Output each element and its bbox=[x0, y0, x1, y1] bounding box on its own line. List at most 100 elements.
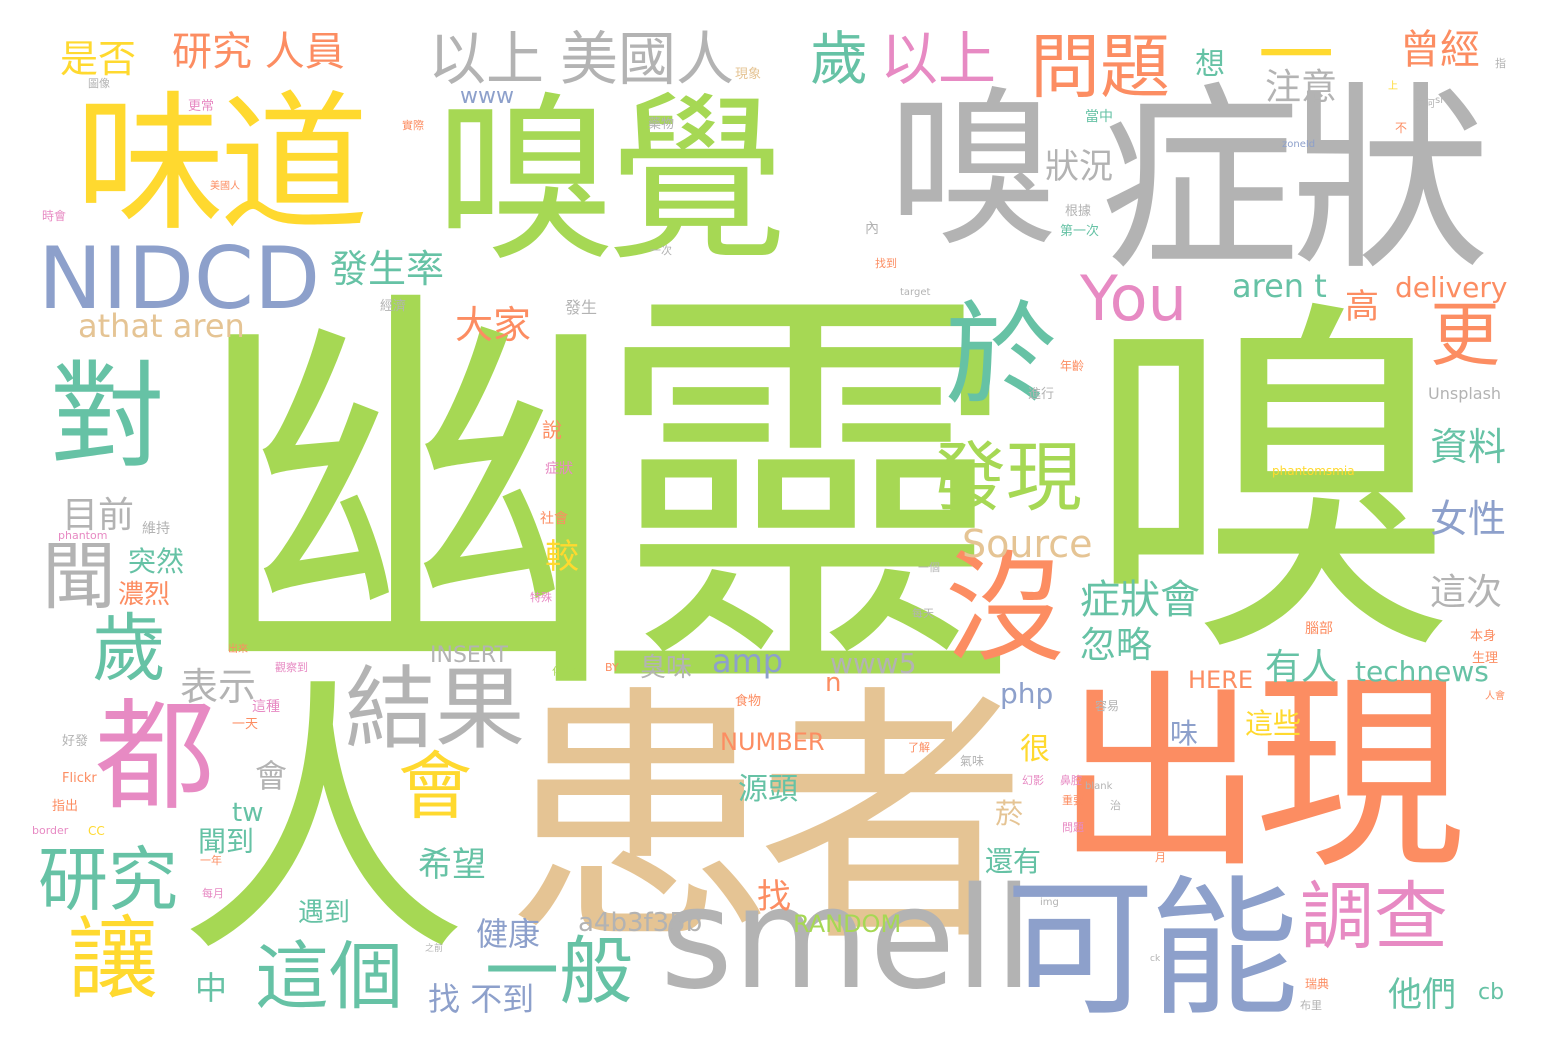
word-tiny: 時會 bbox=[42, 209, 67, 223]
word-tiny: 化學藥 bbox=[552, 667, 582, 678]
word-tiny: target bbox=[900, 287, 931, 298]
word-tiny: src bbox=[1435, 95, 1450, 106]
word-a4b3: a4b3f35b bbox=[578, 908, 703, 938]
word-ziliao: 資料 bbox=[1430, 425, 1507, 469]
word-zhaobudao: 找 不到 bbox=[428, 980, 535, 1018]
word-xiujue: 嗅覺 bbox=[435, 77, 787, 286]
word-zhuyi: 注意 bbox=[1265, 67, 1338, 108]
word-zhege: 這個 bbox=[255, 934, 403, 1020]
word-here: HERE bbox=[1188, 666, 1254, 694]
word-tiny: 內 bbox=[865, 221, 879, 237]
word-chouwei: 臭味 bbox=[640, 653, 693, 683]
word-amp: amp bbox=[712, 642, 784, 680]
word-tiny: zoneId bbox=[1282, 139, 1316, 150]
word-tiny: 找到 bbox=[875, 257, 897, 270]
word-keneng: 可能 bbox=[1005, 863, 1299, 1037]
word-yu: 於 bbox=[945, 291, 1057, 421]
word-tiny: 說 bbox=[542, 418, 562, 442]
word-tiny: 發生 bbox=[565, 298, 598, 317]
word-ren-big: 人 bbox=[178, 656, 468, 993]
word-huanzhe: 患者 bbox=[505, 663, 1027, 978]
word-diaocha: 調查 bbox=[1300, 874, 1448, 960]
word-tiny: Unsplash bbox=[1428, 384, 1502, 403]
word-tiny: CC bbox=[88, 824, 105, 838]
word-www5: www5 bbox=[830, 647, 917, 680]
word-yanjiu-renyuan: 研究 人員 bbox=[172, 29, 345, 75]
word-gao: 高 bbox=[1345, 287, 1379, 327]
word-shifou: 是否 bbox=[60, 37, 137, 81]
word-yudao: 遇到 bbox=[298, 898, 351, 928]
word-fashenglv: 發生率 bbox=[330, 247, 445, 291]
word-tiny: border bbox=[32, 824, 69, 837]
word-tiny: 鼻腔 bbox=[1060, 774, 1082, 787]
word-wendao: 聞到 bbox=[198, 825, 255, 858]
word-tiny: 不 bbox=[1395, 121, 1408, 135]
word-wen: 聞 bbox=[42, 534, 116, 620]
word-tiny: 這種 bbox=[252, 699, 280, 715]
word-cb: cb bbox=[1478, 980, 1505, 1005]
word-tiny: 指 bbox=[1495, 57, 1506, 70]
word-zhuangkuang: 狀況 bbox=[1045, 147, 1113, 187]
word-tiny: 了解 bbox=[908, 741, 930, 754]
word-tiny: 食物 bbox=[735, 694, 762, 709]
word-wenti: 問題 bbox=[1030, 26, 1170, 108]
word-rang: 讓 bbox=[68, 907, 158, 1012]
word-tw: tw bbox=[232, 798, 264, 828]
word-tiny: 人會 bbox=[1485, 691, 1505, 702]
word-tiny: 經濟 bbox=[380, 299, 407, 314]
word-you: You bbox=[1080, 262, 1187, 335]
word-yishang-gray: 以上 bbox=[428, 25, 545, 93]
word-tiny: 每月 bbox=[202, 887, 224, 900]
word-meiguoren: 美國人 bbox=[560, 25, 735, 93]
word-haiyou: 還有 bbox=[985, 845, 1042, 878]
word-tiny: 社會 bbox=[540, 511, 568, 527]
word-tiny: 現象 bbox=[735, 67, 762, 82]
word-yishang-pink: 以上 bbox=[880, 25, 997, 93]
word-hui: 會 bbox=[398, 744, 472, 830]
word-zheci: 這次 bbox=[1430, 572, 1503, 613]
word-tiny: 月 bbox=[1155, 851, 1166, 864]
word-tiny: 一個 bbox=[918, 561, 940, 574]
word-tiny: 指出 bbox=[52, 799, 79, 814]
word-zhengzhuang: 症狀 bbox=[1100, 65, 1490, 298]
word-tiny: phantom bbox=[58, 529, 108, 542]
word-chuxian: 出現 bbox=[1055, 652, 1465, 897]
word-tiny: 重要 bbox=[1062, 794, 1084, 807]
word-tiny: 症狀 bbox=[545, 461, 573, 477]
word-athat-aren: athat aren bbox=[78, 307, 245, 345]
word-jiao: 較 bbox=[545, 537, 579, 577]
word-nidcd: NIDCD bbox=[38, 229, 321, 329]
word-fazhui: 發現 bbox=[930, 433, 1082, 522]
word-www: www bbox=[460, 84, 514, 109]
word-smell: smell bbox=[660, 858, 1034, 1021]
word-cengjing: 曾經 bbox=[1400, 27, 1480, 73]
word-tiny: 治 bbox=[1110, 799, 1121, 812]
word-n: n bbox=[825, 668, 842, 698]
word-sui-top: 歲 bbox=[810, 25, 869, 93]
word-tiny: 圖像 bbox=[88, 77, 110, 90]
word-zhexie: 這些 bbox=[1245, 707, 1302, 740]
word-tiny: 美國人 bbox=[210, 181, 240, 192]
word-tiny: 進行 bbox=[1028, 387, 1055, 402]
word-tiny: 為何 bbox=[1415, 99, 1435, 110]
word-php: php bbox=[1000, 677, 1054, 710]
word-jiankang: 健康 bbox=[476, 915, 541, 953]
word-hui-small: 會 bbox=[255, 757, 288, 795]
word-source: Source bbox=[962, 522, 1093, 566]
word-tiny: 幻影 bbox=[1022, 774, 1044, 787]
word-sui-left: 歲 bbox=[92, 606, 166, 692]
word-tiny: 觀察到 bbox=[275, 661, 308, 674]
word-tiny: 每天 bbox=[912, 607, 934, 620]
word-tiny: phantomsmia bbox=[1272, 464, 1355, 478]
word-tiny: 布里 bbox=[1300, 999, 1322, 1012]
word-tiny: img bbox=[1040, 897, 1059, 908]
word-youren: 有人 bbox=[1265, 647, 1338, 688]
word-mumian: 目前 bbox=[62, 495, 135, 536]
word-tiny: 年齡 bbox=[1060, 359, 1085, 373]
word-dash: 一 bbox=[1258, 11, 1334, 100]
word-geng: 更 bbox=[1430, 294, 1500, 376]
word-tiny: 生理 bbox=[1472, 651, 1499, 666]
word-jieguo: 結果 bbox=[345, 657, 525, 762]
word-zhao: 找 bbox=[757, 877, 791, 917]
